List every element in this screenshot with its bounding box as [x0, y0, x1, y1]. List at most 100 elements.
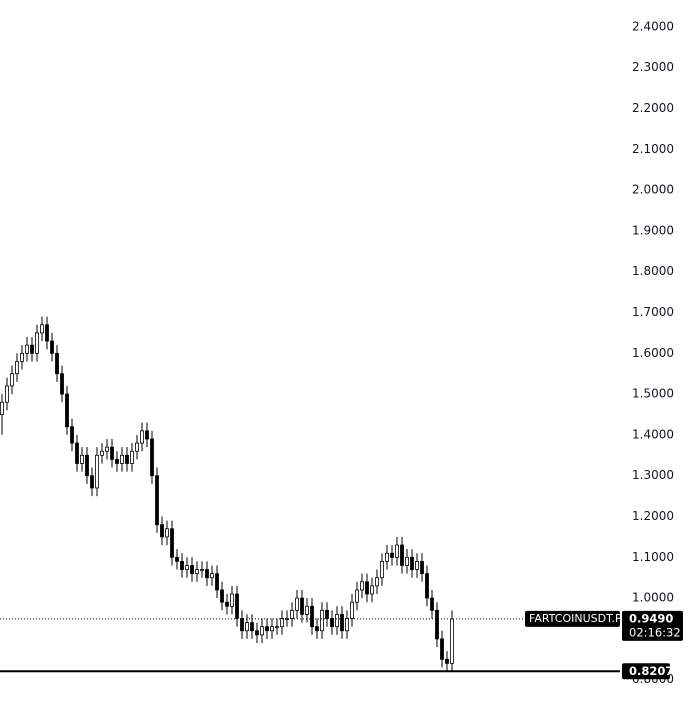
- candle-body: [310, 605, 314, 628]
- y-tick-label: 1.4000: [632, 427, 674, 441]
- candle-body: [320, 609, 324, 632]
- candle-body: [125, 454, 129, 464]
- y-tick-label: 2.4000: [632, 19, 674, 33]
- candle-body: [40, 324, 44, 334]
- candle-body: [435, 609, 439, 640]
- candle-body: [410, 556, 414, 570]
- candle-body: [165, 528, 169, 538]
- y-tick-label: 1.9000: [632, 223, 674, 237]
- candle-body: [120, 454, 124, 464]
- candle-body: [180, 560, 184, 570]
- candle-body: [430, 597, 434, 611]
- y-tick-label: 2.3000: [632, 60, 674, 74]
- candle-body: [265, 626, 269, 632]
- candle-body: [65, 393, 69, 428]
- y-tick-label: 1.5000: [632, 387, 674, 401]
- candle-body: [235, 593, 239, 619]
- candle-body: [30, 344, 34, 354]
- candle-body: [75, 442, 79, 464]
- candle-body: [415, 560, 419, 570]
- symbol-label: FARTCOINUSDT.P: [529, 612, 622, 625]
- y-tick-label: 1.6000: [632, 346, 674, 360]
- y-tick-label: 1.3000: [632, 468, 674, 482]
- y-tick-label: 2.0000: [632, 183, 674, 197]
- candle-body: [345, 618, 349, 632]
- candle-body: [405, 556, 409, 566]
- candle-body: [245, 622, 249, 632]
- price-tag: [622, 610, 683, 641]
- candle-body: [315, 626, 319, 632]
- candle-body: [280, 618, 284, 628]
- candle-body: [380, 560, 384, 579]
- candle-body: [25, 344, 29, 354]
- candle-body: [15, 361, 19, 375]
- candle-body: [385, 552, 389, 562]
- candle-body: [445, 658, 449, 664]
- candle-body: [340, 614, 344, 632]
- candle-body: [395, 544, 399, 558]
- candle-body: [355, 589, 359, 603]
- symbol-tag: [525, 610, 620, 627]
- candle-body: [195, 569, 199, 575]
- candle-body: [110, 446, 114, 460]
- candle-body: [425, 573, 429, 599]
- candle-body: [330, 618, 334, 628]
- candle-body: [115, 458, 119, 464]
- y-tick-label: 1.7000: [632, 305, 674, 319]
- candle-body: [370, 585, 374, 595]
- y-tick-label: 2.2000: [632, 101, 674, 115]
- candle-body: [100, 450, 104, 456]
- candle-body: [60, 373, 64, 395]
- y-tick-label: 1.8000: [632, 264, 674, 278]
- level-tag: [622, 663, 670, 680]
- candle-body: [260, 626, 264, 636]
- last-price-label: 0.9490: [629, 611, 673, 625]
- candle-body: [145, 430, 149, 440]
- candle-body: [175, 556, 179, 562]
- candle-body: [255, 630, 259, 636]
- candle-body: [290, 609, 294, 619]
- candle-body: [305, 605, 309, 615]
- candle-body: [70, 426, 74, 444]
- candle-body: [400, 544, 404, 566]
- candle-body: [360, 581, 364, 591]
- candle-body: [105, 446, 109, 452]
- candle-body: [200, 569, 204, 571]
- candle-body: [170, 528, 174, 558]
- y-tick-label: 2.1000: [632, 142, 674, 156]
- candle-body: [160, 524, 164, 538]
- candle-body: [190, 565, 194, 575]
- y-tick-label: 1.0000: [632, 591, 674, 605]
- candle-body: [35, 332, 39, 354]
- candle-body: [275, 626, 279, 629]
- candle-body: [300, 597, 304, 615]
- candle-body: [5, 385, 9, 403]
- candle-body: [350, 601, 354, 619]
- candle-body: [80, 454, 84, 464]
- candle-body: [45, 324, 49, 342]
- candle-body: [230, 593, 234, 607]
- candle-body: [215, 573, 219, 591]
- candle-body: [450, 618, 454, 664]
- y-tick-label: 1.2000: [632, 509, 674, 523]
- candle-body: [155, 475, 159, 526]
- candle-body: [20, 352, 24, 362]
- candle-body: [375, 577, 379, 587]
- candle-body: [225, 601, 229, 607]
- candle-body: [325, 609, 329, 619]
- candle-body: [270, 626, 274, 632]
- candle-body: [130, 450, 134, 464]
- candle-body: [335, 614, 339, 628]
- candle-body: [95, 454, 99, 489]
- candle-body: [390, 552, 394, 558]
- level-label: 0.8207: [629, 664, 673, 678]
- candle-body: [420, 560, 424, 575]
- candle-body: [240, 618, 244, 632]
- candle-body: [85, 454, 89, 477]
- candle-body: [55, 352, 59, 375]
- candle-body: [220, 589, 224, 603]
- candle-body: [140, 430, 144, 444]
- candle-body: [150, 438, 154, 477]
